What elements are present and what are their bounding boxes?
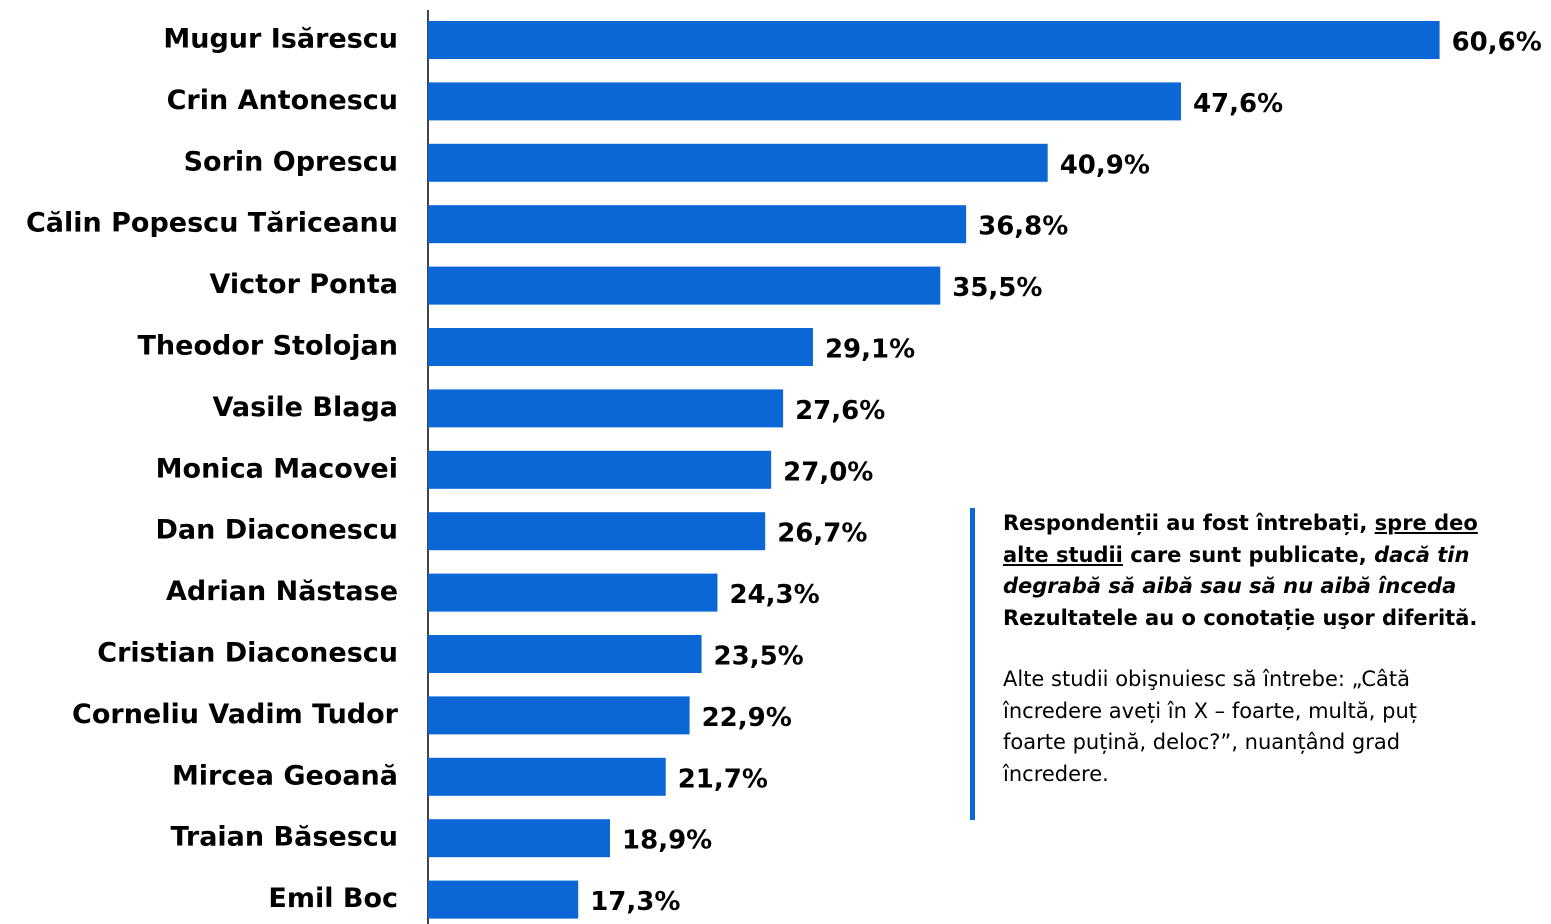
annotation: Respondenții au fost întrebați, (1003, 511, 1375, 535)
category-label: Vasile Blaga (212, 392, 398, 423)
bar (428, 328, 813, 366)
annotation: care sunt publicate, (1122, 542, 1375, 567)
category-label: Monica Macovei (156, 453, 398, 484)
bar (428, 82, 1181, 121)
category-label: Mircea Geoană (172, 760, 398, 791)
bar (428, 819, 611, 858)
category-label: Dan Diaconescu (155, 515, 398, 546)
bar (428, 143, 1048, 182)
value-label: 18,9% (622, 826, 712, 856)
value-label: 23,5% (714, 642, 804, 672)
value-label: 27,0% (783, 457, 873, 487)
bar (428, 266, 941, 305)
category-label: Victor Ponta (209, 269, 398, 300)
category-label: Crin Antonescu (167, 85, 398, 116)
category-label: Corneliu Vadim Tudor (72, 699, 399, 730)
value-label: 60,6% (1452, 28, 1542, 58)
category-label: Mugur Isărescu (163, 24, 398, 55)
annotation: încredere aveți în X – foarte, multă, pu… (1003, 698, 1417, 723)
category-label: Sorin Oprescu (184, 146, 398, 177)
annotation: foarte puțină, deloc?”, nuanțând grad (1003, 730, 1401, 754)
value-label: 17,3% (590, 887, 680, 917)
bar (428, 389, 784, 428)
annotation: Alte studii obişnuiesc să întrebe: „Câtă (1003, 667, 1410, 691)
bar (428, 512, 766, 551)
category-label: Emil Boc (268, 883, 398, 914)
annotation: Rezultatele au o conotație uşor diferită… (1003, 605, 1478, 630)
value-label: 40,9% (1060, 150, 1150, 180)
category-label: Călin Popescu Tăriceanu (26, 208, 398, 239)
value-label: 24,3% (729, 580, 819, 610)
annotation-text: Respondenții au fost întrebați, spre deo… (1003, 508, 1478, 790)
bar (428, 573, 718, 612)
bar (428, 757, 666, 796)
value-label: 29,1% (825, 335, 915, 365)
annotation: încredere. (1003, 761, 1109, 786)
value-label: 27,6% (795, 396, 885, 426)
bar (428, 205, 967, 244)
category-label: Traian Băsescu (170, 822, 398, 853)
bar (428, 635, 702, 673)
annotation: degrabă să aibă sau să nu aibă înceda (1003, 574, 1457, 598)
value-label: 36,8% (978, 212, 1068, 242)
annotation-box: Respondenții au fost întrebați, spre deo… (970, 508, 1551, 824)
category-label: Theodor Stolojan (138, 331, 399, 362)
value-label: 21,7% (678, 764, 768, 794)
value-label: 47,6% (1193, 89, 1283, 119)
category-label: Adrian Năstase (166, 576, 398, 607)
annotation-rule (970, 508, 975, 820)
bar (428, 880, 579, 919)
category-label: Cristian Diaconescu (97, 638, 398, 669)
value-label: 35,5% (952, 273, 1042, 303)
annotation: dacă tin (1374, 542, 1470, 567)
annotation: alte studii (1003, 542, 1123, 567)
value-label: 26,7% (777, 519, 867, 549)
bar (428, 696, 690, 735)
bar (428, 21, 1440, 59)
annotation: spre deo (1374, 511, 1478, 535)
value-label: 22,9% (702, 703, 792, 733)
bar (428, 450, 772, 489)
